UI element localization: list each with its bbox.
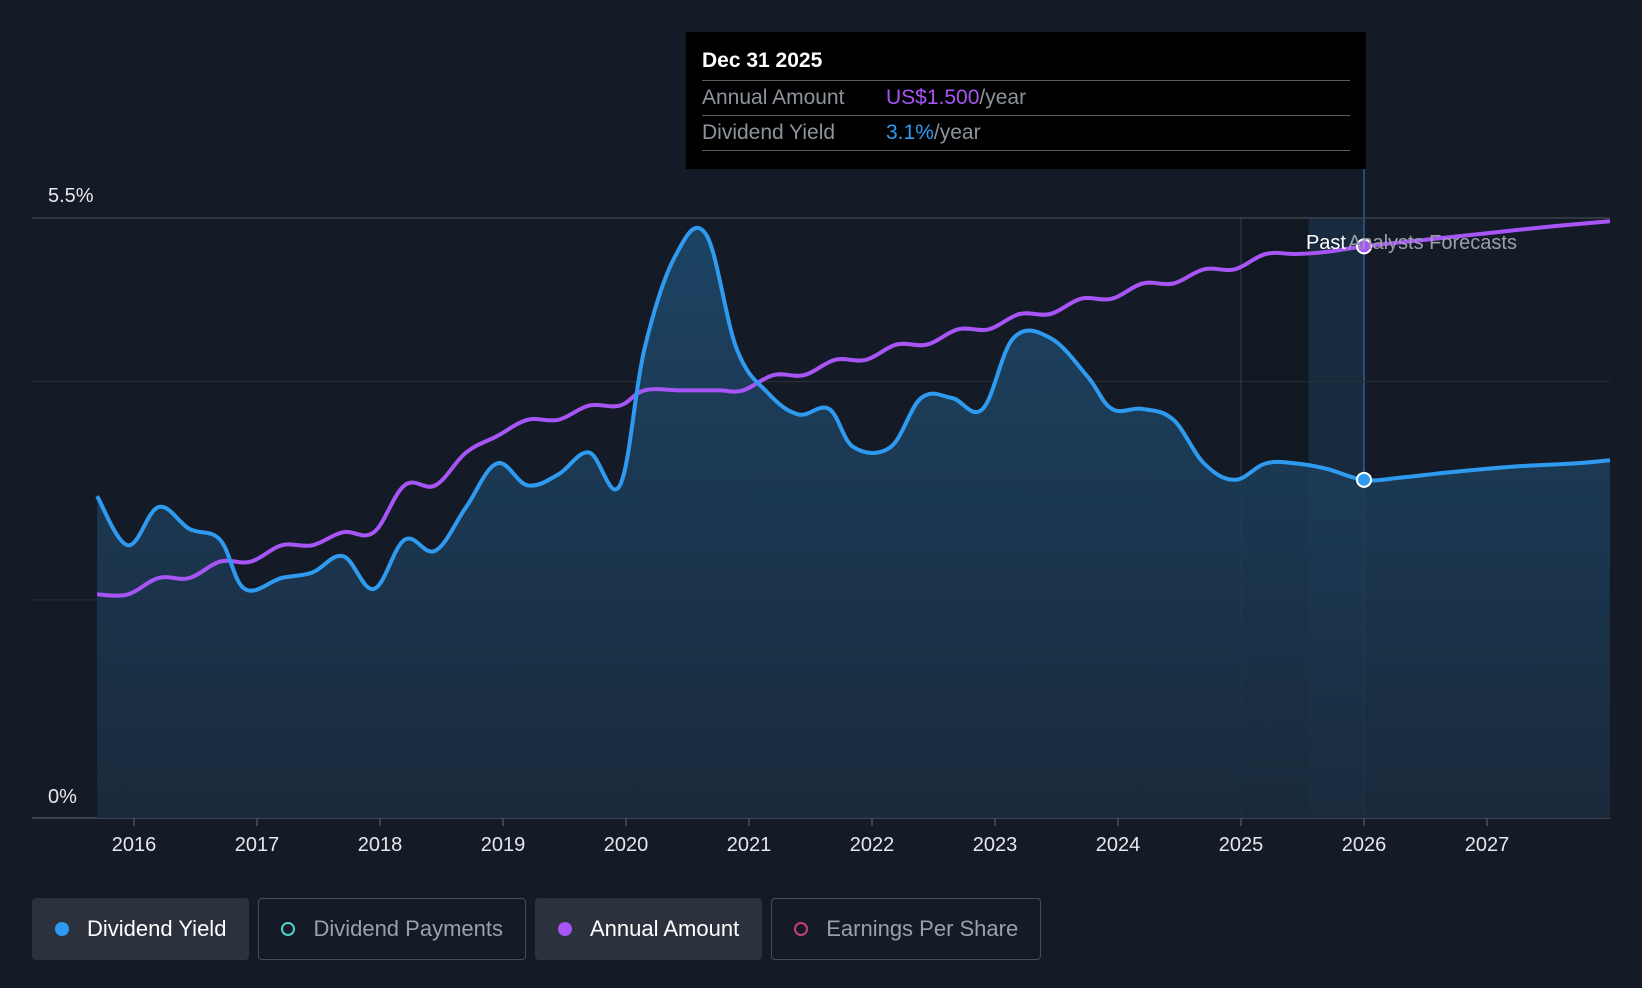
tooltip-date: Dec 31 2025 bbox=[702, 46, 1350, 81]
annual-amount-line bbox=[97, 219, 1611, 598]
past-label: Past bbox=[1306, 232, 1346, 254]
legend: Dividend Yield Dividend Payments Annual … bbox=[32, 898, 1050, 960]
dividend-payments-dot-icon bbox=[281, 922, 296, 936]
tooltip-amount-value: US$1.500 bbox=[886, 86, 980, 109]
tooltip: Dec 31 2025 Annual Amount US$1.500 /year… bbox=[686, 32, 1366, 169]
tooltip-row-amount: Annual Amount US$1.500 /year bbox=[702, 81, 1350, 116]
x-tick-label-2020: 2020 bbox=[604, 834, 649, 856]
x-tick-label-2024: 2024 bbox=[1096, 834, 1141, 856]
annual-amount-marker bbox=[1356, 238, 1372, 255]
x-tick-label-2022: 2022 bbox=[850, 834, 895, 856]
legend-dividend-payments-button[interactable]: Dividend Payments bbox=[258, 898, 526, 960]
tooltip-amount-label: Annual Amount bbox=[702, 86, 845, 109]
earnings-per-share-dot-icon bbox=[794, 922, 809, 936]
y-tick-label-top: 5.5% bbox=[48, 185, 94, 207]
x-tick-label-2019: 2019 bbox=[481, 834, 526, 856]
forecast-label: Analysts Forecasts bbox=[1348, 232, 1517, 254]
legend-dividend-payments-label: Dividend Payments bbox=[313, 916, 503, 941]
x-tick-label-2025: 2025 bbox=[1219, 834, 1264, 856]
dividend-yield-marker bbox=[1356, 471, 1372, 488]
chart-plot bbox=[95, 219, 1611, 818]
dividend-yield-dot-icon bbox=[55, 922, 69, 936]
tooltip-yield-label: Dividend Yield bbox=[702, 121, 836, 144]
x-tick-label-2023: 2023 bbox=[973, 834, 1018, 856]
x-tick-label-2018: 2018 bbox=[358, 834, 403, 856]
x-tick-label-2027: 2027 bbox=[1465, 834, 1510, 856]
x-tick-label-2017: 2017 bbox=[235, 834, 280, 856]
x-tick-label-2026: 2026 bbox=[1342, 834, 1387, 856]
legend-annual-amount-button[interactable]: Annual Amount bbox=[534, 898, 763, 960]
y-tick-label-bottom: 0% bbox=[48, 786, 77, 808]
tooltip-yield-value: 3.1% bbox=[886, 121, 934, 144]
tooltip-amount-unit: /year bbox=[979, 86, 1027, 109]
x-tick-label-2021: 2021 bbox=[727, 834, 772, 856]
chart-labels: 5.5% 0% 2016 2017 2018 2019 2020 2021 2022 2023 20… bbox=[48, 185, 1517, 856]
legend-earnings-per-share-button[interactable]: Earnings Per Share bbox=[771, 898, 1042, 960]
annual-amount-dot-icon bbox=[557, 922, 572, 936]
dividend-yield-line bbox=[95, 225, 1611, 593]
legend-annual-amount-label: Annual Amount bbox=[589, 916, 740, 941]
tooltip-yield-unit: /year bbox=[933, 121, 981, 144]
legend-earnings-per-share-label: Earnings Per Share bbox=[826, 916, 1019, 941]
legend-dividend-yield-label: Dividend Yield bbox=[87, 916, 227, 941]
tooltip-row-yield: Dividend Yield 3.1% /year bbox=[702, 116, 1350, 151]
dividend-yield-area bbox=[97, 227, 1611, 818]
x-tick-label-2016: 2016 bbox=[112, 834, 157, 856]
legend-dividend-yield-button[interactable]: Dividend Yield bbox=[32, 898, 250, 960]
